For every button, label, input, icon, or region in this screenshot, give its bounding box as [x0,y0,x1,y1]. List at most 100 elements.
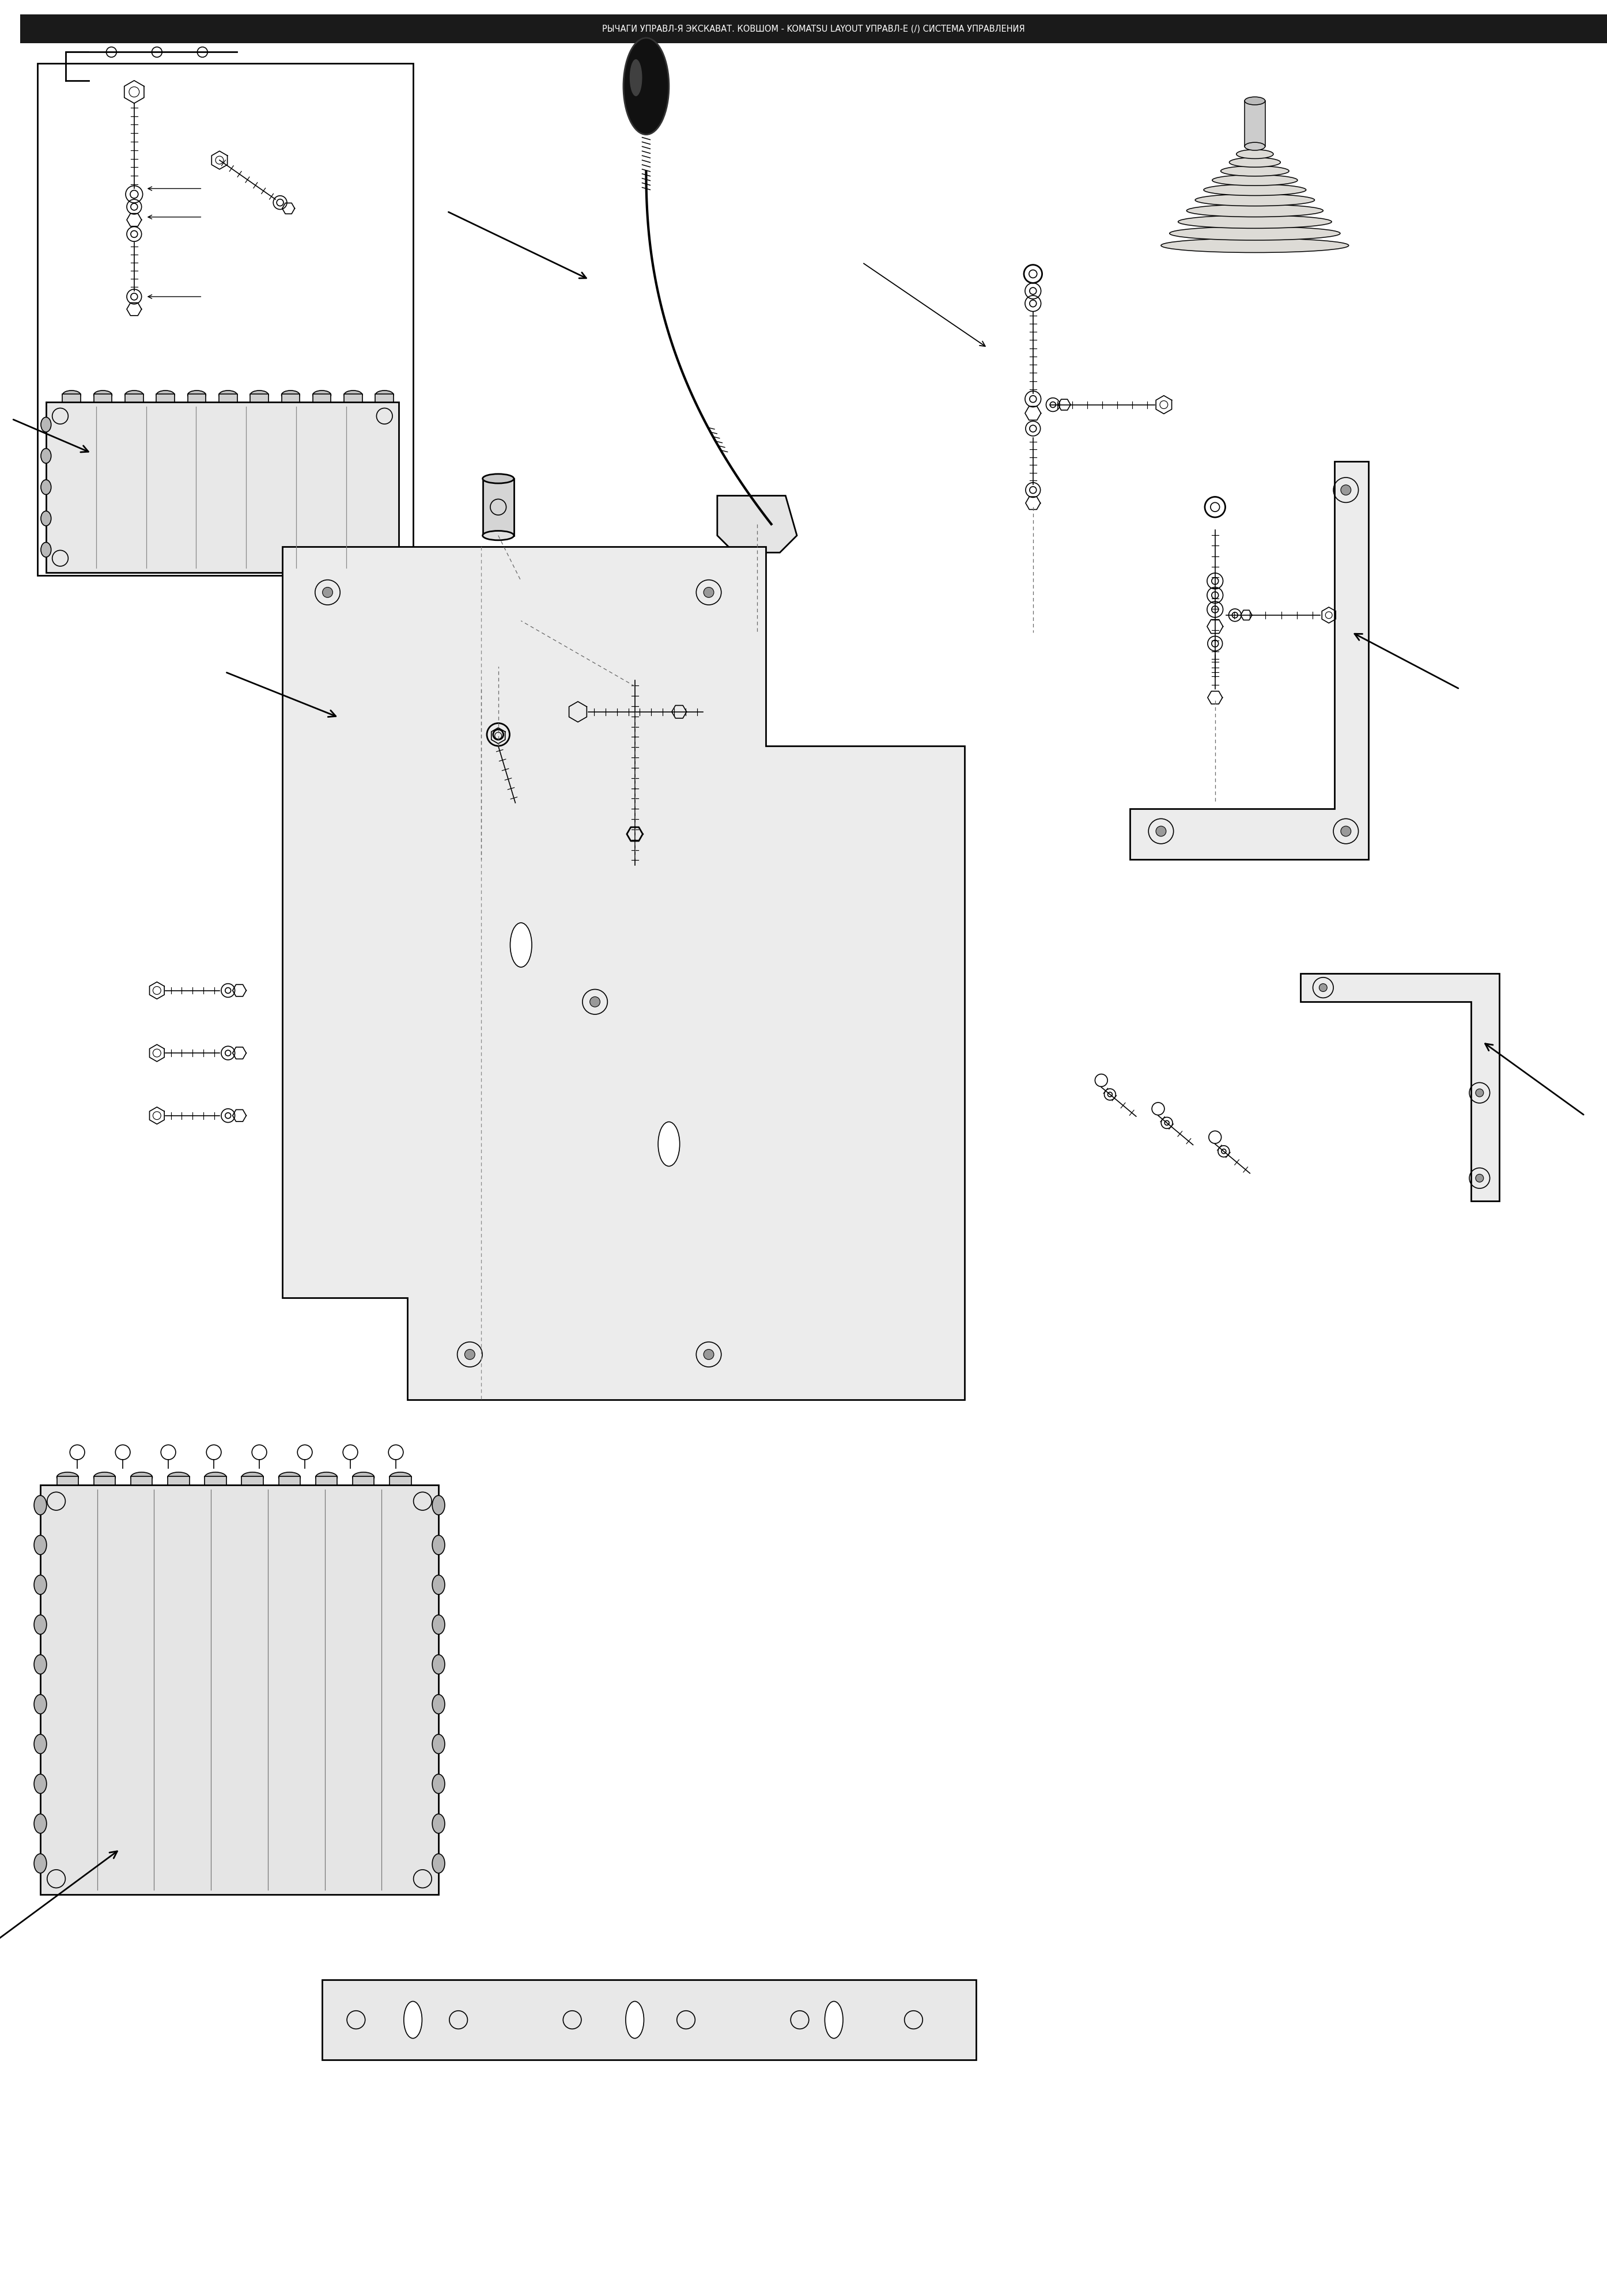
Polygon shape [717,496,797,553]
Circle shape [704,1350,714,1359]
Bar [219,395,238,402]
Bar [376,395,394,402]
Ellipse shape [315,1472,337,1483]
FancyBboxPatch shape [461,574,582,668]
Ellipse shape [432,1814,445,1832]
Ellipse shape [432,1853,445,1874]
Ellipse shape [625,666,644,675]
Ellipse shape [40,418,51,432]
Circle shape [1155,827,1167,836]
Ellipse shape [1170,227,1340,241]
Ellipse shape [56,1472,79,1483]
Ellipse shape [1160,239,1348,253]
Ellipse shape [130,1472,153,1483]
Ellipse shape [34,1853,47,1874]
Ellipse shape [482,530,514,540]
Ellipse shape [313,390,331,400]
Ellipse shape [376,390,394,400]
Circle shape [1319,983,1327,992]
Bar [321,1979,975,2060]
Circle shape [323,588,333,597]
Ellipse shape [1221,165,1289,177]
Bar [93,395,112,402]
Polygon shape [1300,974,1499,1201]
Bar [156,395,175,402]
Ellipse shape [219,390,238,400]
Ellipse shape [93,1472,116,1483]
Text: РЫЧАГИ УПРАВЛ-Я ЭКСКАВАТ. КОВШОМ - KOMATSU LAYOUT УПРАВЛ-Е (/) СИСТЕМА УПРАВЛЕНИ: РЫЧАГИ УПРАВЛ-Я ЭКСКАВАТ. КОВШОМ - KOMAT… [603,25,1025,32]
Ellipse shape [659,1123,680,1166]
Bar [188,395,206,402]
Ellipse shape [1178,216,1332,227]
Ellipse shape [125,390,143,400]
Ellipse shape [188,390,206,400]
Ellipse shape [40,480,51,494]
Circle shape [1340,827,1351,836]
Bar [241,1476,264,1486]
Ellipse shape [40,448,51,464]
Bar [63,395,80,402]
Bar [40,1486,439,1894]
Polygon shape [283,546,964,1401]
Ellipse shape [281,390,301,400]
Ellipse shape [34,1775,47,1793]
Circle shape [1475,1088,1483,1097]
Bar [21,14,1607,44]
Ellipse shape [482,473,514,484]
Ellipse shape [204,1472,227,1483]
Bar [344,395,362,402]
Bar [313,395,331,402]
Ellipse shape [624,37,669,135]
Ellipse shape [403,2002,423,2039]
Ellipse shape [432,1733,445,1754]
Ellipse shape [432,1655,445,1674]
Bar [1244,101,1265,147]
Bar [352,1476,374,1486]
Bar [130,1476,153,1486]
Ellipse shape [625,2002,644,2039]
Bar [125,395,143,402]
Bar [93,1476,116,1486]
Polygon shape [1130,461,1369,859]
Bar [281,395,301,402]
Bar [278,1476,301,1486]
Ellipse shape [63,390,80,400]
Bar [389,1476,411,1486]
Ellipse shape [278,1472,301,1483]
Ellipse shape [1212,174,1297,186]
Circle shape [1475,1173,1483,1182]
Ellipse shape [352,1472,374,1483]
Ellipse shape [1236,149,1273,158]
Bar [204,1476,227,1486]
Ellipse shape [34,1814,47,1832]
Ellipse shape [1229,158,1281,168]
Circle shape [1340,484,1351,496]
Ellipse shape [389,1472,411,1483]
Ellipse shape [344,390,362,400]
Ellipse shape [34,1614,47,1635]
Bar [315,1476,337,1486]
Bar [47,402,399,572]
Ellipse shape [432,1614,445,1635]
Ellipse shape [432,1575,445,1593]
Ellipse shape [93,390,112,400]
Circle shape [590,996,599,1008]
Ellipse shape [1204,184,1306,195]
Ellipse shape [1186,204,1323,216]
Bar [167,1476,190,1486]
Ellipse shape [630,60,643,96]
Ellipse shape [432,1536,445,1554]
Ellipse shape [34,1575,47,1593]
Circle shape [464,1350,476,1359]
Ellipse shape [34,1495,47,1515]
Ellipse shape [251,390,268,400]
Ellipse shape [824,2002,844,2039]
Ellipse shape [40,512,51,526]
Ellipse shape [1244,96,1265,106]
Ellipse shape [509,923,532,967]
Bar [482,478,514,535]
Ellipse shape [167,1472,190,1483]
Bar [56,1476,79,1486]
Ellipse shape [1244,142,1265,149]
Ellipse shape [34,1536,47,1554]
